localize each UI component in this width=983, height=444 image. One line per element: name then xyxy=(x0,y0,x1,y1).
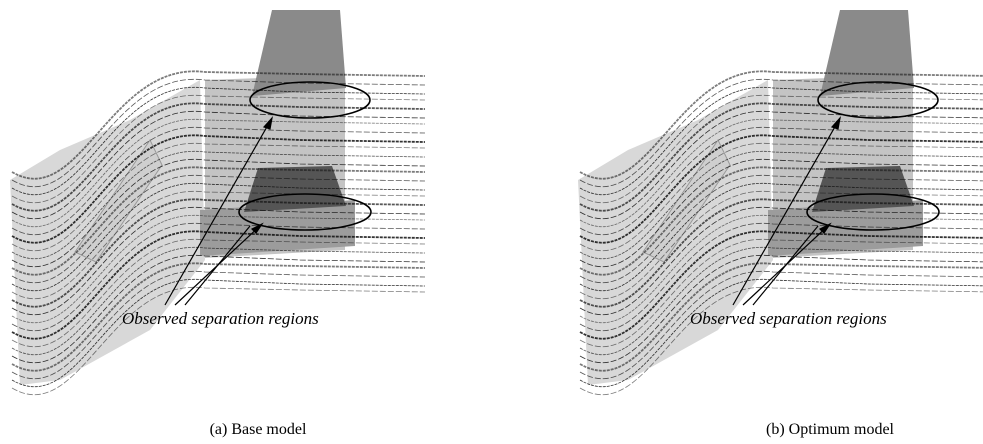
page: {"panels": [ {"annotation": "Observed se… xyxy=(0,0,983,444)
flow-visualization xyxy=(578,10,983,395)
annotation: Observed separation regions xyxy=(690,309,887,328)
caption: (b) Optimum model xyxy=(766,421,895,438)
annotation: Observed separation regions xyxy=(122,309,319,328)
caption: (a) Base model xyxy=(210,421,307,438)
figure: Observed separation regions Observed sep… xyxy=(0,0,983,444)
flow-visualization xyxy=(10,10,425,395)
